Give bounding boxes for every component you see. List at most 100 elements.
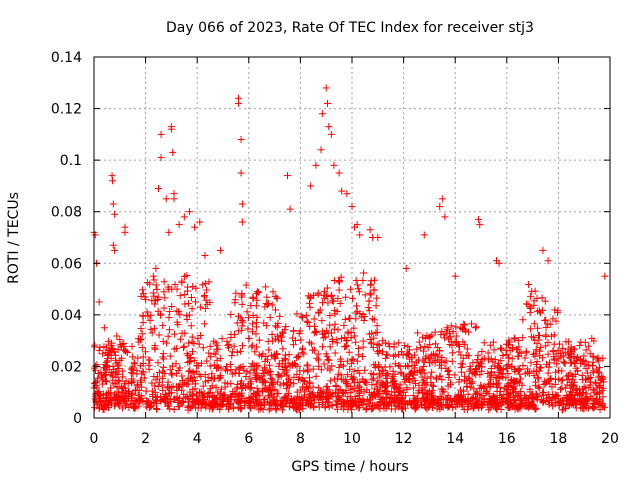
data-point <box>246 369 254 377</box>
data-point <box>196 388 204 396</box>
data-point <box>386 342 394 350</box>
data-point <box>139 312 147 320</box>
data-point <box>359 352 367 360</box>
data-point <box>252 318 260 326</box>
data-point <box>109 200 117 208</box>
data-point <box>248 360 256 368</box>
data-point <box>227 380 235 388</box>
data-point <box>156 310 164 318</box>
data-point <box>476 371 484 379</box>
data-point <box>278 397 286 405</box>
data-point <box>342 343 350 351</box>
data-point <box>391 360 399 368</box>
data-point <box>169 148 177 156</box>
data-point <box>318 110 326 118</box>
data-point <box>342 378 350 386</box>
data-point <box>573 354 581 362</box>
data-point <box>589 385 597 393</box>
data-point <box>183 380 191 388</box>
data-point <box>510 385 518 393</box>
data-point <box>384 351 392 359</box>
data-point <box>585 342 593 350</box>
data-point <box>291 361 299 369</box>
data-point <box>516 366 524 374</box>
data-point <box>112 351 120 359</box>
data-point <box>94 389 102 397</box>
data-point <box>104 337 112 345</box>
data-point <box>171 281 179 289</box>
data-point <box>423 374 431 382</box>
data-point <box>509 345 517 353</box>
data-point <box>345 314 353 322</box>
data-point <box>269 337 277 345</box>
data-point <box>206 385 214 393</box>
data-point <box>489 338 497 346</box>
data-point <box>314 290 322 298</box>
y-tick-label: 0.04 <box>51 308 82 324</box>
data-point <box>359 343 367 351</box>
data-point <box>211 399 219 407</box>
data-point <box>460 320 468 328</box>
data-point <box>268 330 276 338</box>
data-point <box>552 317 560 325</box>
data-point <box>593 355 601 363</box>
data-point <box>428 331 436 339</box>
y-tick-label: 0 <box>73 411 82 427</box>
data-point <box>320 360 328 368</box>
data-point <box>178 329 186 337</box>
data-point <box>484 356 492 364</box>
data-point <box>273 351 281 359</box>
data-point <box>368 381 376 389</box>
data-point <box>460 387 468 395</box>
data-point <box>120 340 128 348</box>
data-point <box>599 393 607 401</box>
data-point <box>181 291 189 299</box>
data-point <box>230 342 238 350</box>
data-point <box>498 345 506 353</box>
data-point <box>388 388 396 396</box>
data-point <box>172 360 180 368</box>
data-point <box>536 384 544 392</box>
data-point <box>245 399 253 407</box>
data-point <box>274 390 282 398</box>
data-point <box>405 363 413 371</box>
data-point <box>183 312 191 320</box>
data-point <box>137 325 145 333</box>
data-point <box>195 340 203 348</box>
data-point <box>474 215 482 223</box>
data-point <box>128 378 136 386</box>
data-point <box>238 377 246 385</box>
data-point <box>331 349 339 357</box>
data-point <box>166 396 174 404</box>
data-point <box>187 293 195 301</box>
data-point <box>402 264 410 272</box>
data-point <box>480 339 488 347</box>
data-point <box>116 341 124 349</box>
data-point <box>186 353 194 361</box>
data-point <box>478 363 486 371</box>
data-point <box>105 404 113 412</box>
data-point <box>350 384 358 392</box>
data-point <box>296 400 304 408</box>
data-point <box>382 372 390 380</box>
data-point <box>535 307 543 315</box>
data-point <box>334 326 342 334</box>
data-point <box>95 346 103 354</box>
data-point <box>186 311 194 319</box>
data-point <box>176 311 184 319</box>
data-point <box>284 172 291 180</box>
data-point <box>585 374 593 382</box>
data-point <box>204 393 212 401</box>
data-point <box>114 346 122 354</box>
data-point <box>503 386 511 394</box>
data-point <box>289 396 297 404</box>
data-point <box>175 221 183 229</box>
data-point <box>361 366 369 374</box>
data-point <box>414 329 422 337</box>
data-point <box>341 315 349 323</box>
data-point <box>141 348 149 356</box>
data-point <box>437 401 445 409</box>
data-point <box>372 329 380 337</box>
data-point <box>503 351 511 359</box>
data-point <box>236 347 244 355</box>
